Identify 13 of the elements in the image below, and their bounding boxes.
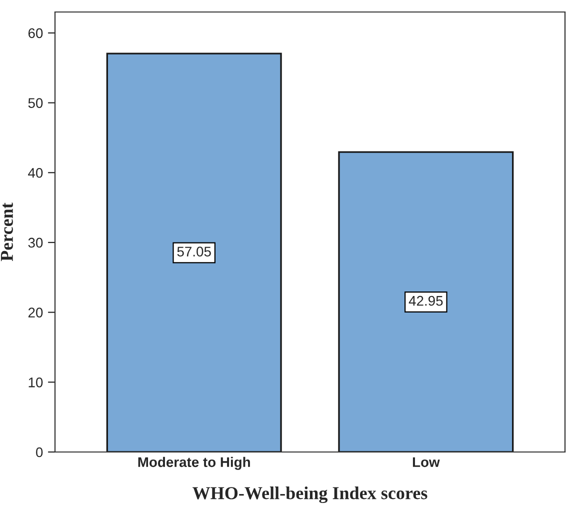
y-tick-label: 20	[28, 308, 43, 318]
x-tick-label: Low	[412, 457, 440, 468]
y-axis-title: Percent	[0, 202, 13, 262]
y-tick-label: 40	[28, 168, 43, 178]
data-label: 57.05	[177, 246, 211, 257]
y-tick-label: 60	[28, 28, 43, 38]
data-label: 42.95	[408, 296, 443, 306]
y-tick-label: 50	[28, 98, 43, 108]
x-tick-label: Moderate to High	[138, 456, 250, 470]
y-tick-label: 30	[28, 238, 43, 248]
y-tick-label: 10	[28, 377, 43, 388]
x-axis-title: WHO-Well-being Index scores	[192, 486, 428, 504]
y-tick-label: 0	[36, 447, 43, 458]
